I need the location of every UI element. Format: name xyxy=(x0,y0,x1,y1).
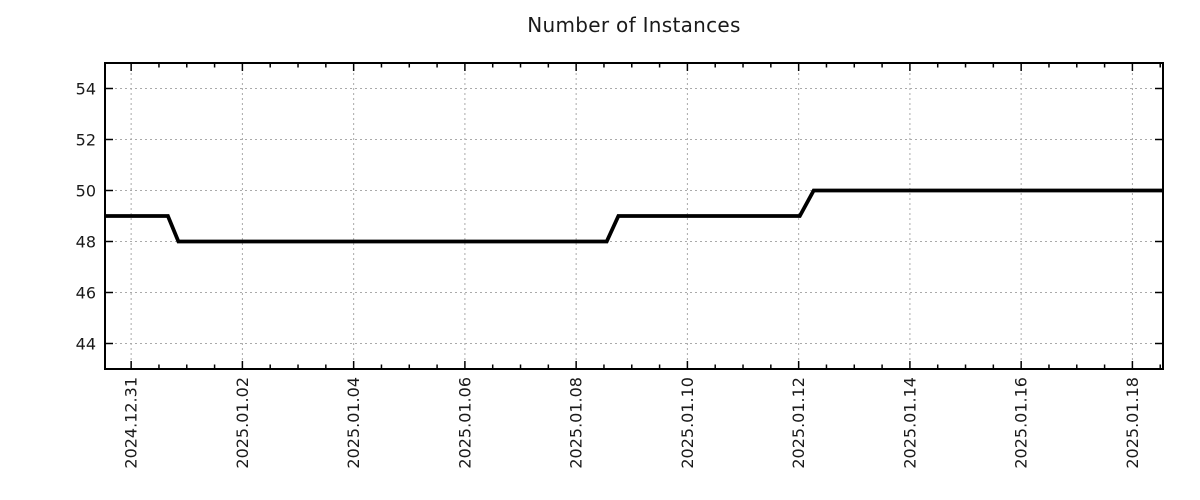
y-tick-label: 44 xyxy=(76,335,96,354)
x-tick-label: 2025.01.08 xyxy=(567,377,586,469)
x-tick-label: 2025.01.06 xyxy=(455,377,474,469)
x-tick-label: 2025.01.10 xyxy=(678,377,697,469)
y-tick-label: 50 xyxy=(76,182,96,201)
x-tick-label: 2024.12.31 xyxy=(122,377,141,469)
x-tick-label: 2025.01.12 xyxy=(789,377,808,469)
series-line xyxy=(105,188,1163,244)
x-tick-label: 2025.01.14 xyxy=(900,377,919,469)
y-tick-label: 46 xyxy=(76,284,96,303)
y-tick-label: 54 xyxy=(76,80,96,99)
x-tick-label: 2025.01.18 xyxy=(1123,377,1142,469)
chart-title: Number of Instances xyxy=(527,13,741,37)
x-tick-label: 2025.01.02 xyxy=(233,377,252,469)
x-tick-label: 2025.01.04 xyxy=(344,377,363,469)
x-tick-label: 2025.01.16 xyxy=(1012,377,1031,469)
y-tick-label: 52 xyxy=(76,131,96,150)
y-tick-label: 48 xyxy=(76,233,96,252)
